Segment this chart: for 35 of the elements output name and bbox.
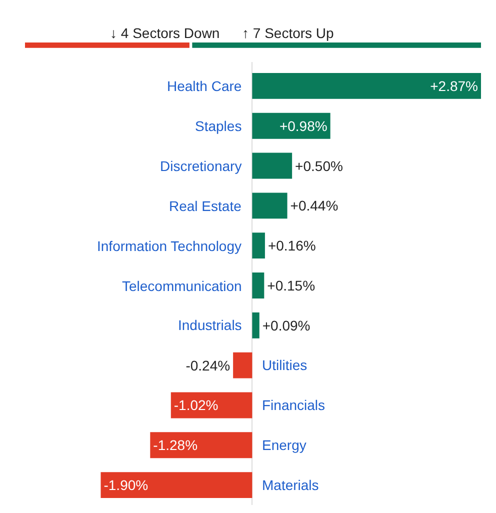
data-label: -1.28%: [153, 437, 198, 454]
y-tick-label: Industrials: [178, 317, 242, 333]
data-label: +0.98%: [279, 118, 328, 134]
data-label: +0.09%: [262, 317, 310, 334]
bar: [252, 112, 330, 139]
bar: [252, 152, 292, 179]
y-tick-label: Information Technology: [97, 238, 242, 254]
bar: [233, 352, 252, 378]
y-tick-label: Telecommunication: [122, 278, 242, 294]
text: ↑ 7 Sectors Up: [242, 25, 334, 41]
data-label: +2.87%: [430, 78, 478, 94]
bar: [252, 192, 288, 219]
y-tick-label: Materials: [262, 477, 319, 493]
bar: [252, 72, 481, 99]
y-tick-label: Discretionary: [160, 158, 242, 174]
data-label: +0.16%: [268, 238, 316, 254]
bar: [150, 432, 252, 458]
text: ↓ 4 Sectors Down: [110, 25, 220, 41]
y-tick-label: Real Estate: [169, 198, 242, 214]
data-label: -1.02%: [174, 397, 218, 414]
bar: [100, 472, 252, 498]
data-label: -0.24%: [186, 357, 230, 374]
data-label: +0.15%: [267, 277, 316, 294]
y-tick-label: Health Care: [167, 78, 242, 94]
data-label: -1.90%: [104, 477, 148, 494]
y-tick-label: Staples: [195, 118, 242, 134]
data-label: +0.44%: [290, 198, 338, 214]
y-tick-label: Financials: [262, 397, 326, 413]
data-label: +0.50%: [295, 158, 343, 174]
y-tick-label: Utilities: [262, 357, 308, 373]
bar: [252, 272, 264, 298]
bar: [252, 312, 260, 338]
y-tick-label: Energy: [262, 437, 306, 453]
bar: [252, 232, 265, 259]
bar: [170, 392, 252, 418]
